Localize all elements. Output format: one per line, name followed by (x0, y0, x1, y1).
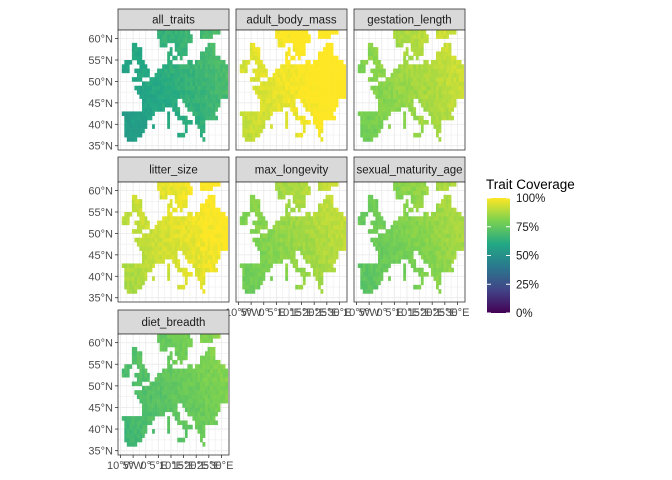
y-tick-label: 40°N (88, 119, 113, 131)
facet-strip-label: litter_size (149, 165, 198, 177)
x-tick-label: 5°E (267, 307, 285, 319)
x-tick-label: 10°E (395, 307, 419, 319)
y-tick-label: 35°N (88, 293, 113, 305)
x-tick-label: 20°E (420, 307, 444, 319)
facet-gestation-length: gestation_length (353, 8, 466, 151)
panel-border (235, 181, 348, 303)
x-tick-label: 0° (140, 460, 151, 472)
legend-label: 25% (516, 279, 539, 291)
x-tick-label: 0° (376, 307, 387, 319)
coverage-raster (357, 182, 465, 294)
x-tick-label: 5°W (359, 307, 381, 319)
y-tick-label: 35°N (88, 141, 113, 153)
facet-strip-label: max_longevity (255, 165, 329, 177)
y-axis: 60°N 55°N 50°N 45°N 40°N 35°N (88, 186, 118, 305)
x-tick-label: 30°E (209, 460, 233, 472)
x-tick-label: 10°E (159, 460, 183, 472)
coverage-raster (121, 334, 229, 447)
y-tick-label: 60°N (88, 186, 113, 198)
panel-border (353, 181, 466, 303)
x-tick-label: 5°W (123, 460, 145, 472)
y-tick-label: 60°N (88, 34, 113, 46)
coverage-raster (239, 30, 347, 142)
y-tick-label: 45°N (88, 402, 113, 414)
legend-label: 100% (516, 193, 545, 205)
y-tick-label: 50°N (88, 76, 113, 88)
facet-strip-label: adult_body_mass (246, 15, 336, 27)
facet-adult-body-mass: adult_body_mass (235, 8, 348, 151)
y-tick-label: 55°N (88, 359, 113, 371)
legend-colorbar (487, 198, 510, 313)
facet-litter-size: litter_size 60°N 55°N 50°N 45°N 40°N 35°N (88, 156, 230, 305)
panel-border (235, 29, 348, 151)
legend-label: 0% (516, 308, 533, 320)
y-axis: 60°N 55°N 50°N 45°N 40°N 35°N (88, 34, 118, 153)
x-tick-label: 30°E (327, 307, 351, 319)
legend: Trait Coverage 100% 75% 50% 25% 0% (486, 177, 575, 320)
x-tick-label: 10°E (277, 307, 301, 319)
x-tick-label: 5°E (149, 460, 167, 472)
x-tick-label: 10°W (107, 460, 135, 472)
facet-sexual-maturity-age: sexual_maturity_age 10°W5°W0°5°E10°E15°E2… (343, 156, 469, 319)
facet-strip-label: diet_breadth (142, 317, 206, 329)
x-tick-label: 5°E (385, 307, 403, 319)
x-axis: 10°W5°W0°5°E10°E15°E20°E25°E30°E (107, 455, 233, 472)
y-tick-label: 45°N (88, 250, 113, 262)
legend-label: 50% (516, 251, 539, 263)
y-tick-label: 60°N (88, 338, 113, 350)
legend-title: Trait Coverage (486, 177, 575, 192)
x-tick-label: 20°E (184, 460, 208, 472)
facet-diet-breadth: diet_breadth60°N55°N50°N45°N40°N35°N10°W… (88, 309, 233, 472)
facet-strip (235, 156, 348, 183)
y-tick-label: 50°N (88, 228, 113, 240)
y-tick-label: 45°N (88, 98, 113, 110)
panel-border (117, 333, 230, 456)
coverage-raster (357, 30, 465, 142)
y-tick-label: 40°N (88, 424, 113, 436)
x-axis: 10°W5°W0°5°E10°E15°E20°E25°E30°E (225, 302, 351, 319)
y-tick-label: 40°N (88, 271, 113, 283)
x-tick-label: 0° (258, 307, 269, 319)
y-tick-label: 50°N (88, 381, 113, 393)
facet-strip (117, 156, 230, 183)
x-tick-label: 30°E (445, 307, 469, 319)
x-tick-label: 15°E (290, 307, 314, 319)
y-tick-label: 55°N (88, 55, 113, 67)
facet-strip (117, 309, 230, 335)
coverage-raster (121, 30, 229, 142)
x-tick-label: 15°E (172, 460, 196, 472)
x-tick-label: 25°E (433, 307, 457, 319)
x-tick-label: 25°E (197, 460, 221, 472)
facet-all-traits: all_traits 60°N 55°N 50°N 45°N 40°N 35°N (88, 8, 230, 153)
coverage-raster (239, 182, 347, 294)
x-tick-label: 25°E (315, 307, 339, 319)
facet-strip-label: sexual_maturity_age (356, 165, 462, 177)
x-tick-label: 10°W (225, 307, 253, 319)
facet-panels: all_traits 60°N 55°N 50°N 45°N 40°N 35°N adult_… (88, 8, 469, 472)
coverage-raster (121, 182, 229, 294)
facet-strip-label: all_traits (152, 15, 195, 27)
x-tick-label: 10°W (343, 307, 371, 319)
panel-border (117, 29, 230, 151)
facet-strip-label: gestation_length (367, 15, 451, 27)
legend-labels: 100% 75% 50% 25% 0% (487, 193, 545, 320)
y-axis: 60°N 55°N 50°N 45°N 40°N 35°N (88, 338, 118, 458)
y-tick-label: 55°N (88, 207, 113, 219)
x-tick-label: 15°E (408, 307, 432, 319)
facet-max-longevity: max_longevity 10°W5°W0°5°E10°E15°E20°E25°… (225, 156, 351, 319)
y-tick-label: 35°N (88, 446, 113, 458)
x-tick-label: 20°E (302, 307, 326, 319)
panel-border (117, 181, 230, 303)
panel-border (353, 29, 466, 151)
x-tick-label: 5°W (241, 307, 263, 319)
legend-label: 75% (516, 222, 539, 234)
x-axis: 10°W5°W0°5°E10°E15°E20°E25°E30°E (343, 302, 469, 319)
